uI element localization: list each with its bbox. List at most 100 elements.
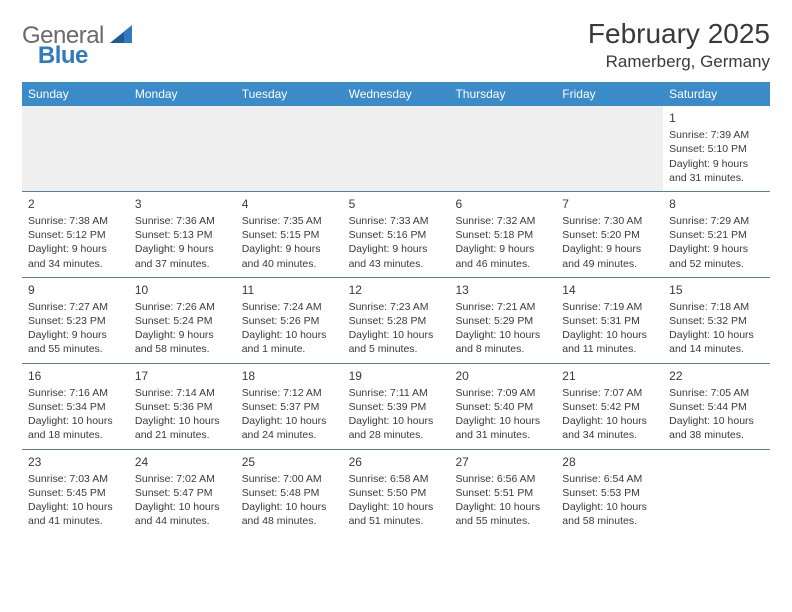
- day-cell: 4 Sunrise: 7:35 AM Sunset: 5:15 PM Dayli…: [236, 192, 343, 277]
- sunset-text: Sunset: 5:23 PM: [28, 314, 125, 328]
- logo-word-blue: Blue: [38, 42, 88, 70]
- daylight-text: Daylight: 9 hours and 40 minutes.: [242, 242, 339, 270]
- day-number: 5: [349, 196, 446, 212]
- sunrise-text: Sunrise: 7:32 AM: [455, 214, 552, 228]
- day-cell: 1 Sunrise: 7:39 AM Sunset: 5:10 PM Dayli…: [663, 106, 770, 191]
- day-cell: 25 Sunrise: 7:00 AM Sunset: 5:48 PM Dayl…: [236, 450, 343, 535]
- day-of-week-header: Sunday Monday Tuesday Wednesday Thursday…: [22, 82, 770, 106]
- day-number: 10: [135, 282, 232, 298]
- sunrise-text: Sunrise: 7:05 AM: [669, 386, 766, 400]
- week-row: 16 Sunrise: 7:16 AM Sunset: 5:34 PM Dayl…: [22, 364, 770, 450]
- day-cell: 7 Sunrise: 7:30 AM Sunset: 5:20 PM Dayli…: [556, 192, 663, 277]
- sunset-text: Sunset: 5:53 PM: [562, 486, 659, 500]
- daylight-text: Daylight: 9 hours and 37 minutes.: [135, 242, 232, 270]
- calendar-page: General Blue February 2025 Ramerberg, Ge…: [0, 0, 792, 534]
- sunrise-text: Sunrise: 7:24 AM: [242, 300, 339, 314]
- daylight-text: Daylight: 10 hours and 1 minute.: [242, 328, 339, 356]
- sunrise-text: Sunrise: 7:36 AM: [135, 214, 232, 228]
- sunset-text: Sunset: 5:47 PM: [135, 486, 232, 500]
- daylight-text: Daylight: 10 hours and 14 minutes.: [669, 328, 766, 356]
- sunset-text: Sunset: 5:40 PM: [455, 400, 552, 414]
- sunrise-text: Sunrise: 7:09 AM: [455, 386, 552, 400]
- day-number: 25: [242, 454, 339, 470]
- sunrise-text: Sunrise: 7:29 AM: [669, 214, 766, 228]
- daylight-text: Daylight: 9 hours and 52 minutes.: [669, 242, 766, 270]
- day-cell: 11 Sunrise: 7:24 AM Sunset: 5:26 PM Dayl…: [236, 278, 343, 363]
- daylight-text: Daylight: 9 hours and 46 minutes.: [455, 242, 552, 270]
- sunset-text: Sunset: 5:16 PM: [349, 228, 446, 242]
- dow-tuesday: Tuesday: [236, 82, 343, 106]
- empty-cell: [343, 106, 450, 191]
- sunset-text: Sunset: 5:21 PM: [669, 228, 766, 242]
- day-cell: 6 Sunrise: 7:32 AM Sunset: 5:18 PM Dayli…: [449, 192, 556, 277]
- day-cell: 18 Sunrise: 7:12 AM Sunset: 5:37 PM Dayl…: [236, 364, 343, 449]
- sunset-text: Sunset: 5:12 PM: [28, 228, 125, 242]
- week-row: 1 Sunrise: 7:39 AM Sunset: 5:10 PM Dayli…: [22, 106, 770, 192]
- daylight-text: Daylight: 10 hours and 21 minutes.: [135, 414, 232, 442]
- day-number: 12: [349, 282, 446, 298]
- day-number: 1: [669, 110, 766, 126]
- empty-cell: [236, 106, 343, 191]
- week-row: 2 Sunrise: 7:38 AM Sunset: 5:12 PM Dayli…: [22, 192, 770, 278]
- empty-cell: [129, 106, 236, 191]
- day-number: 23: [28, 454, 125, 470]
- sunrise-text: Sunrise: 7:38 AM: [28, 214, 125, 228]
- day-number: 4: [242, 196, 339, 212]
- sunrise-text: Sunrise: 7:02 AM: [135, 472, 232, 486]
- dow-saturday: Saturday: [663, 82, 770, 106]
- day-number: 3: [135, 196, 232, 212]
- day-cell: 17 Sunrise: 7:14 AM Sunset: 5:36 PM Dayl…: [129, 364, 236, 449]
- empty-cell: [663, 450, 770, 535]
- day-number: 22: [669, 368, 766, 384]
- sunrise-text: Sunrise: 7:16 AM: [28, 386, 125, 400]
- page-title: February 2025: [588, 18, 770, 50]
- sunrise-text: Sunrise: 7:30 AM: [562, 214, 659, 228]
- day-number: 9: [28, 282, 125, 298]
- daylight-text: Daylight: 10 hours and 58 minutes.: [562, 500, 659, 528]
- day-cell: 24 Sunrise: 7:02 AM Sunset: 5:47 PM Dayl…: [129, 450, 236, 535]
- sunset-text: Sunset: 5:18 PM: [455, 228, 552, 242]
- sunset-text: Sunset: 5:20 PM: [562, 228, 659, 242]
- day-number: 8: [669, 196, 766, 212]
- sunrise-text: Sunrise: 7:33 AM: [349, 214, 446, 228]
- logo-triangle-icon: [110, 25, 132, 48]
- brand-logo: General Blue: [22, 18, 186, 50]
- sunset-text: Sunset: 5:44 PM: [669, 400, 766, 414]
- sunrise-text: Sunrise: 7:07 AM: [562, 386, 659, 400]
- day-number: 16: [28, 368, 125, 384]
- day-cell: 16 Sunrise: 7:16 AM Sunset: 5:34 PM Dayl…: [22, 364, 129, 449]
- dow-wednesday: Wednesday: [343, 82, 450, 106]
- day-cell: 10 Sunrise: 7:26 AM Sunset: 5:24 PM Dayl…: [129, 278, 236, 363]
- sunrise-text: Sunrise: 6:54 AM: [562, 472, 659, 486]
- sunset-text: Sunset: 5:37 PM: [242, 400, 339, 414]
- sunset-text: Sunset: 5:26 PM: [242, 314, 339, 328]
- daylight-text: Daylight: 10 hours and 11 minutes.: [562, 328, 659, 356]
- day-number: 13: [455, 282, 552, 298]
- week-row: 9 Sunrise: 7:27 AM Sunset: 5:23 PM Dayli…: [22, 278, 770, 364]
- day-cell: 15 Sunrise: 7:18 AM Sunset: 5:32 PM Dayl…: [663, 278, 770, 363]
- daylight-text: Daylight: 9 hours and 34 minutes.: [28, 242, 125, 270]
- week-row: 23 Sunrise: 7:03 AM Sunset: 5:45 PM Dayl…: [22, 450, 770, 535]
- daylight-text: Daylight: 9 hours and 55 minutes.: [28, 328, 125, 356]
- dow-sunday: Sunday: [22, 82, 129, 106]
- day-cell: 2 Sunrise: 7:38 AM Sunset: 5:12 PM Dayli…: [22, 192, 129, 277]
- sunset-text: Sunset: 5:24 PM: [135, 314, 232, 328]
- day-number: 28: [562, 454, 659, 470]
- sunset-text: Sunset: 5:13 PM: [135, 228, 232, 242]
- day-cell: 20 Sunrise: 7:09 AM Sunset: 5:40 PM Dayl…: [449, 364, 556, 449]
- day-number: 27: [455, 454, 552, 470]
- daylight-text: Daylight: 10 hours and 31 minutes.: [455, 414, 552, 442]
- sunrise-text: Sunrise: 7:27 AM: [28, 300, 125, 314]
- day-number: 7: [562, 196, 659, 212]
- title-block: February 2025 Ramerberg, Germany: [588, 18, 770, 72]
- dow-friday: Friday: [556, 82, 663, 106]
- dow-monday: Monday: [129, 82, 236, 106]
- day-number: 26: [349, 454, 446, 470]
- sunrise-text: Sunrise: 7:14 AM: [135, 386, 232, 400]
- day-cell: 5 Sunrise: 7:33 AM Sunset: 5:16 PM Dayli…: [343, 192, 450, 277]
- daylight-text: Daylight: 10 hours and 8 minutes.: [455, 328, 552, 356]
- daylight-text: Daylight: 10 hours and 44 minutes.: [135, 500, 232, 528]
- day-number: 20: [455, 368, 552, 384]
- sunset-text: Sunset: 5:15 PM: [242, 228, 339, 242]
- sunrise-text: Sunrise: 7:39 AM: [669, 128, 766, 142]
